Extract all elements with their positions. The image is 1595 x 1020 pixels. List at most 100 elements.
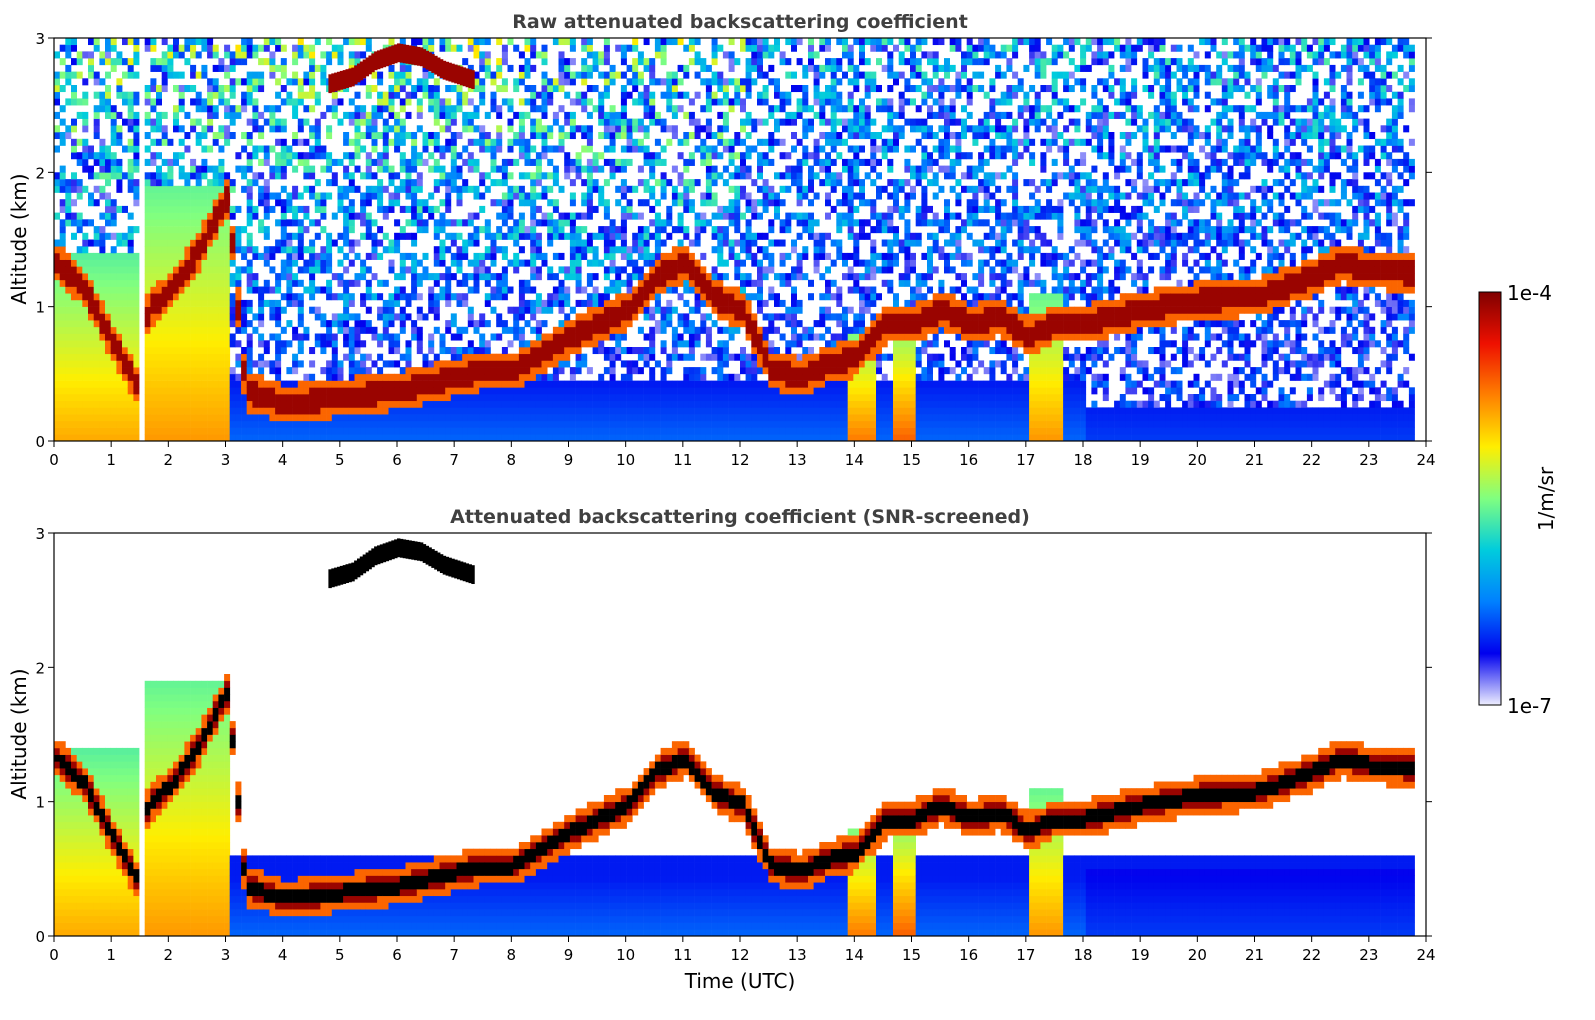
noise-cell [649, 273, 656, 281]
noise-cell [694, 373, 701, 381]
backscatter-cell [637, 407, 644, 415]
noise-cell [433, 279, 440, 287]
noise-cell [694, 293, 701, 301]
backscatter-cell [745, 380, 752, 388]
noise-cell [105, 172, 111, 180]
noise-cell [252, 326, 259, 334]
noise-cell [524, 172, 531, 180]
noise-cell [354, 132, 361, 140]
noise-cell [246, 38, 253, 46]
noise-cell [558, 252, 565, 260]
backscatter-cell [598, 414, 605, 422]
noise-cell [133, 192, 140, 200]
backscatter-cell [133, 427, 140, 435]
backscatter-cell [127, 387, 134, 395]
noise-cell [484, 132, 491, 140]
backscatter-cell [507, 434, 514, 442]
backscatter-cell [195, 293, 202, 301]
noise-cell [700, 320, 707, 328]
noise-cell [258, 306, 265, 314]
noise-cell [207, 111, 214, 119]
backscatter-cell [207, 347, 214, 355]
noise-cell [156, 98, 162, 106]
noise-cell [320, 340, 327, 348]
noise-cell [252, 105, 259, 113]
backscatter-cell [71, 259, 77, 267]
noise-cell [269, 64, 276, 72]
noise-cell [275, 152, 282, 160]
backscatter-cell [224, 313, 231, 321]
backscatter-cell [122, 387, 128, 395]
noise-cell [343, 306, 350, 314]
backscatter-cell [569, 394, 576, 402]
noise-cell [428, 340, 435, 348]
noise-cell [598, 226, 605, 234]
noise-cell [666, 279, 673, 287]
noise-cell [394, 333, 401, 341]
noise-cell [59, 44, 66, 52]
noise-cell [88, 38, 94, 46]
backscatter-cell [71, 347, 77, 355]
noise-cell [518, 118, 525, 126]
noise-cell [660, 118, 667, 126]
noise-cell [258, 293, 265, 301]
noise-cell [740, 44, 746, 52]
noise-cell [518, 347, 525, 355]
noise-cell [479, 179, 486, 187]
noise-cell [280, 306, 287, 314]
backscatter-cell [275, 394, 282, 402]
backscatter-cell [717, 427, 724, 435]
backscatter-cell [348, 420, 355, 428]
backscatter-cell [59, 380, 66, 388]
backscatter-cell [54, 326, 60, 334]
noise-cell [688, 279, 695, 287]
backscatter-cell [54, 420, 60, 428]
backscatter-cell [564, 407, 571, 415]
noise-cell [388, 246, 395, 254]
backscatter-cell [246, 400, 253, 408]
noise-cell [326, 58, 333, 66]
noise-cell [105, 111, 111, 119]
noise-cell [428, 273, 435, 281]
noise-cell [365, 306, 372, 314]
noise-cell [377, 165, 384, 173]
backscatter-cell [694, 394, 701, 402]
noise-cell [326, 326, 333, 334]
noise-cell [161, 38, 168, 46]
backscatter-cell [462, 434, 469, 442]
noise-cell [399, 165, 406, 173]
backscatter-cell [303, 387, 310, 395]
noise-cell [445, 125, 452, 133]
backscatter-cell [348, 394, 355, 402]
backscatter-cell [212, 414, 219, 422]
backscatter-cell [76, 414, 83, 422]
noise-cell [93, 239, 100, 247]
backscatter-cell [190, 340, 197, 348]
backscatter-cell [173, 293, 179, 301]
noise-cell [694, 259, 701, 267]
noise-cell [297, 252, 304, 260]
noise-cell [331, 273, 338, 281]
backscatter-cell [116, 387, 123, 395]
backscatter-cell [649, 434, 656, 442]
noise-cell [292, 78, 299, 86]
noise-cell [462, 293, 469, 301]
backscatter-cell [156, 414, 162, 422]
noise-cell [654, 326, 661, 334]
noise-cell [405, 111, 412, 119]
noise-cell [450, 259, 457, 267]
noise-cell [558, 333, 565, 341]
noise-cell [717, 78, 724, 86]
noise-cell [263, 340, 270, 348]
backscatter-cell [116, 320, 123, 328]
noise-cell [371, 85, 378, 93]
noise-cell [156, 118, 162, 126]
backscatter-cell [365, 407, 372, 415]
noise-cell [286, 299, 293, 307]
backscatter-cell [218, 380, 225, 388]
noise-cell [354, 138, 361, 146]
noise-cell [99, 226, 106, 234]
noise-cell [700, 138, 707, 146]
noise-cell [167, 179, 174, 187]
noise-cell [411, 259, 418, 267]
